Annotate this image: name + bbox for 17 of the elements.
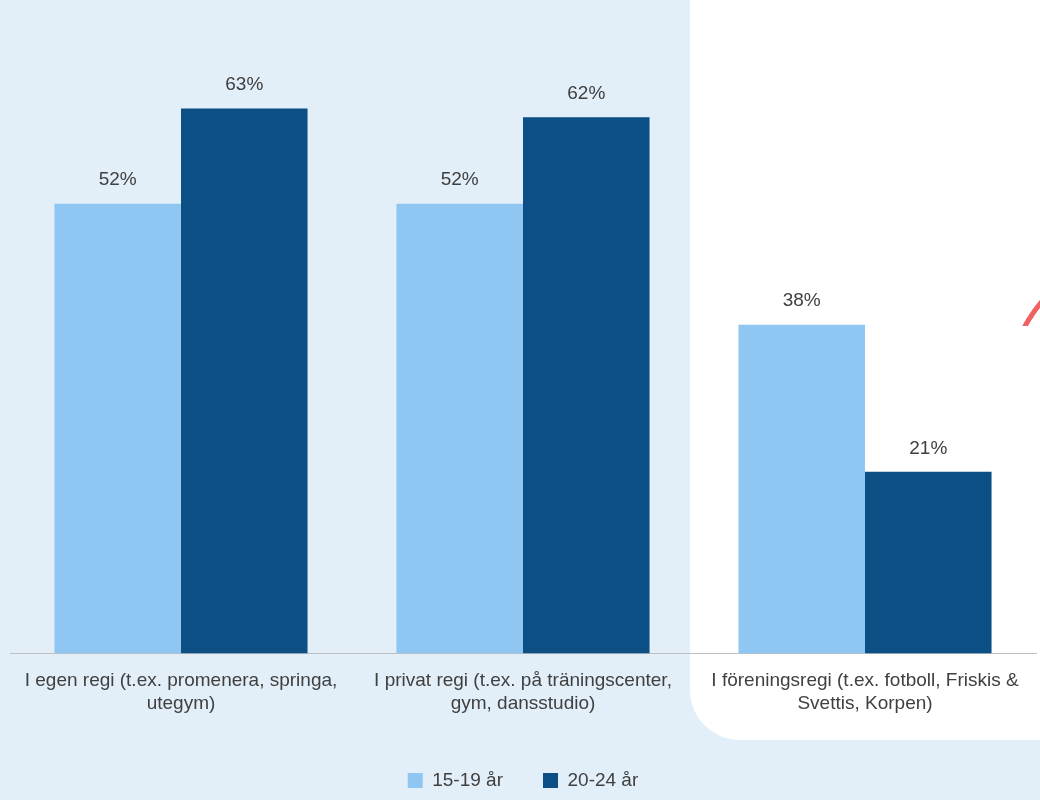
- data-label: 52%: [98, 168, 137, 190]
- bar: [396, 203, 523, 654]
- bar: [523, 117, 650, 654]
- x-tick-label: I privat regi (t.ex. på träningscenter, gym, dansstudio): [374, 669, 672, 713]
- bar: [54, 203, 181, 654]
- data-label: 62%: [567, 81, 606, 103]
- legend-label: 15-19 år: [432, 768, 504, 790]
- x-tick-label: I egen regi (t.ex. promenera, springa, utegym): [24, 669, 338, 713]
- legend-label: 20-24 år: [567, 768, 639, 790]
- data-label: 63%: [225, 73, 264, 95]
- bar: [865, 471, 992, 654]
- data-label: 21%: [909, 436, 948, 458]
- data-label: 38%: [782, 289, 821, 311]
- bar: [738, 324, 865, 654]
- data-label: 52%: [440, 168, 479, 190]
- bar: [181, 108, 308, 654]
- x-tick-label: I föreningsregi (t.ex. fotboll, Friskis & Svettis, Korpen): [711, 669, 1019, 713]
